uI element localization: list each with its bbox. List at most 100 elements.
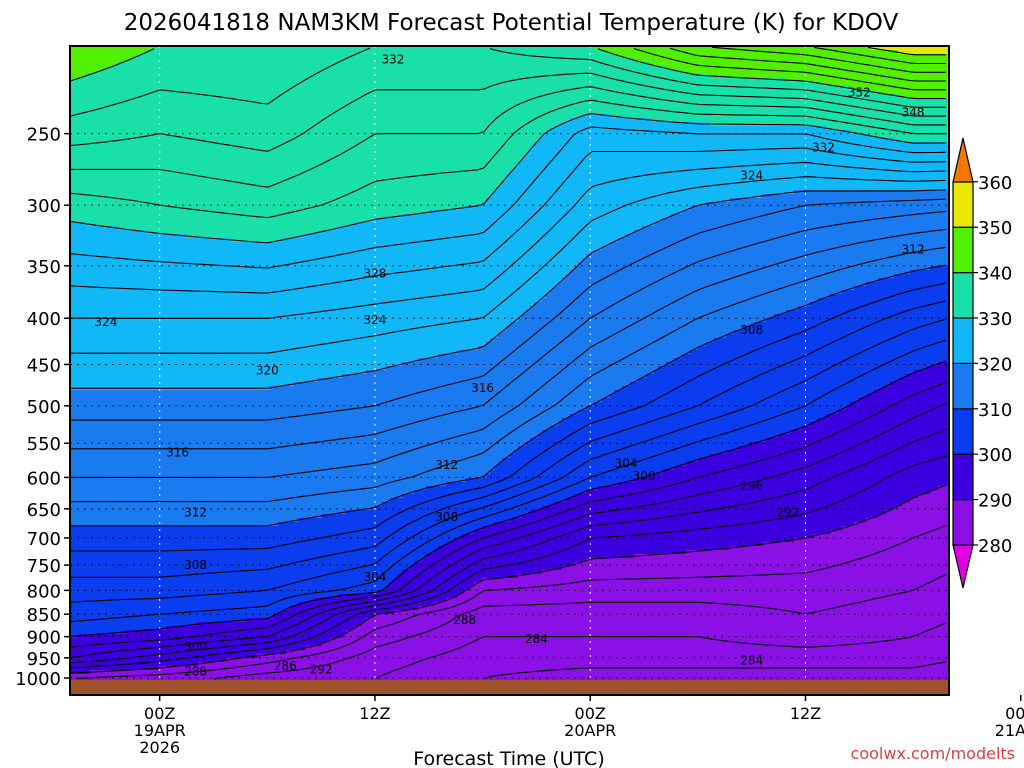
- fill-cell: [774, 46, 779, 79]
- fill-cell: [766, 46, 771, 79]
- fill-cell: [590, 114, 595, 255]
- fill-cell: [814, 46, 819, 83]
- fill-cell: [530, 438, 535, 511]
- fill-cell: [870, 394, 875, 519]
- fill-cell: [442, 602, 447, 695]
- fill-cell: [206, 238, 211, 391]
- fill-cell: [122, 62, 127, 231]
- fill-cell: [942, 54, 947, 99]
- fill-cell: [874, 94, 879, 139]
- fill-cell: [554, 46, 559, 127]
- fill-cell: [378, 590, 383, 615]
- fill-cell: [214, 238, 219, 391]
- fill-cell: [402, 494, 407, 571]
- fill-cell: [526, 310, 531, 443]
- fill-cell: [846, 86, 851, 131]
- fill-cell: [110, 66, 115, 227]
- fill-cell: [418, 358, 423, 491]
- fill-cell: [130, 46, 135, 59]
- fill-cell: [618, 482, 623, 559]
- fill-cell: [278, 242, 283, 387]
- fill-cell: [898, 274, 903, 379]
- fill-cell: [150, 50, 155, 235]
- fill-cell: [334, 378, 339, 515]
- fill-cell: [318, 46, 323, 235]
- fill-cell: [306, 646, 311, 695]
- fill-cell: [786, 434, 791, 543]
- fill-cell: [530, 306, 535, 439]
- fill-cell: [778, 542, 783, 695]
- fill-cell: [474, 530, 479, 583]
- fill-cell: [414, 214, 419, 363]
- fill-cell: [418, 606, 423, 695]
- fill-cell: [278, 654, 283, 695]
- fill-cell: [338, 226, 343, 379]
- fill-cell: [398, 574, 403, 611]
- fill-cell: [82, 390, 87, 527]
- fill-cell: [762, 126, 767, 195]
- fill-cell: [578, 46, 583, 119]
- fill-cell: [618, 58, 623, 119]
- fill-cell: [786, 46, 791, 83]
- fill-cell: [314, 234, 319, 383]
- fill-cell: [94, 634, 99, 671]
- fill-cell: [326, 642, 331, 695]
- fill-cell: [746, 446, 751, 547]
- fill-cell: [490, 526, 495, 579]
- fill-cell: [718, 202, 723, 339]
- fill-cell: [458, 594, 463, 695]
- fill-cell: [302, 602, 307, 651]
- fill-cell: [802, 306, 807, 427]
- fill-cell: [274, 654, 279, 695]
- fill-cell: [258, 654, 263, 695]
- fill-cell: [474, 478, 479, 531]
- fill-cell: [898, 378, 903, 507]
- fill-cell: [290, 606, 295, 651]
- fill-cell: [686, 122, 691, 211]
- fill-cell: [794, 430, 799, 539]
- fill-cell: [410, 362, 415, 495]
- fill-cell: [934, 46, 939, 55]
- fill-cell: [818, 82, 823, 127]
- fill-cell: [822, 126, 827, 191]
- fill-cell: [806, 426, 811, 539]
- fill-cell: [930, 366, 935, 491]
- fill-cell: [462, 350, 467, 483]
- fill-cell: [626, 118, 631, 235]
- fill-cell: [854, 190, 859, 287]
- fill-cell: [718, 550, 723, 695]
- fill-cell: [682, 74, 687, 123]
- fill-cell: [486, 46, 491, 199]
- isotherm-label: 288: [453, 613, 476, 627]
- fill-cell: [894, 94, 899, 143]
- fill-cell: [538, 302, 543, 435]
- fill-cell: [250, 242, 255, 391]
- fill-cell: [878, 94, 883, 139]
- fill-cell: [78, 390, 83, 527]
- fill-cell: [174, 626, 179, 667]
- fill-cell: [562, 418, 567, 503]
- fill-cell: [922, 46, 927, 55]
- fill-cell: [98, 390, 103, 527]
- fill-cell: [78, 526, 83, 635]
- fill-cell: [750, 546, 755, 695]
- fill-cell: [726, 334, 731, 451]
- fill-cell: [798, 430, 803, 539]
- fill-cell: [290, 238, 295, 387]
- fill-cell: [522, 446, 527, 515]
- fill-cell: [602, 114, 607, 247]
- fill-cell: [898, 506, 903, 695]
- fill-cell: [938, 142, 943, 191]
- fill-cell: [434, 602, 439, 695]
- fill-cell: [186, 390, 191, 527]
- fill-cell: [638, 230, 643, 379]
- fill-cell: [98, 226, 103, 391]
- fill-cell: [714, 78, 719, 127]
- fill-cell: [926, 54, 931, 99]
- fill-cell: [570, 46, 575, 119]
- fill-cell: [630, 482, 635, 559]
- fill-cell: [178, 526, 183, 627]
- fill-cell: [130, 58, 135, 231]
- fill-cell: [918, 494, 923, 695]
- fill-cell: [830, 190, 835, 295]
